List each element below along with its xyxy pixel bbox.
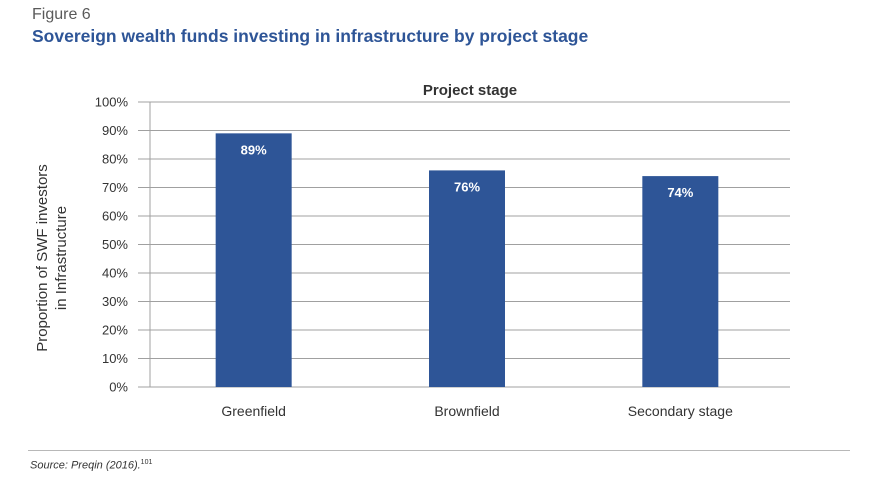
y-tick-label: 90%	[102, 123, 128, 138]
bar-chart: 0% 10% 20% 30% 40% 50% 60% 70% 80% 90% 100% 89% Gree…	[34, 82, 790, 419]
y-axis-label-line: Proportion of SWF investors	[34, 164, 51, 352]
figure-title: Sovereign wealth funds investing in infr…	[32, 26, 589, 46]
y-tick-label: 20%	[102, 323, 128, 338]
y-tick-label: 60%	[102, 209, 128, 224]
x-category-label: Brownfield	[434, 403, 499, 419]
bar	[429, 170, 505, 387]
y-tick-label: 80%	[102, 152, 128, 167]
figure-label: Figure 6	[32, 6, 91, 23]
bar	[215, 133, 292, 387]
x-category-label: Greenfield	[221, 403, 286, 419]
chart-title: Project stage	[423, 82, 517, 99]
data-label: 76%	[454, 179, 480, 194]
source-reference: 101	[140, 459, 153, 466]
bar	[642, 176, 719, 387]
y-tick-label: 0%	[109, 380, 128, 395]
y-tick-label: 50%	[102, 237, 128, 252]
y-tick-label: 100%	[95, 95, 129, 110]
y-axis-label: Proportion of SWF investors in Infrastruc…	[34, 164, 70, 352]
y-tick-label: 30%	[102, 294, 128, 309]
y-axis-label-line: in Infrastructure	[53, 206, 70, 310]
source-text: Source: Preqin (2016).	[30, 459, 141, 472]
data-label: 74%	[667, 185, 693, 200]
footer-divider	[28, 450, 850, 451]
x-category-label: Secondary stage	[628, 403, 733, 419]
y-tick-label: 40%	[102, 266, 128, 281]
y-tick-label: 10%	[102, 351, 128, 366]
source-note: Source: Preqin (2016).101	[30, 459, 152, 472]
data-label: 89%	[241, 142, 267, 157]
y-tick-label: 70%	[102, 180, 128, 195]
